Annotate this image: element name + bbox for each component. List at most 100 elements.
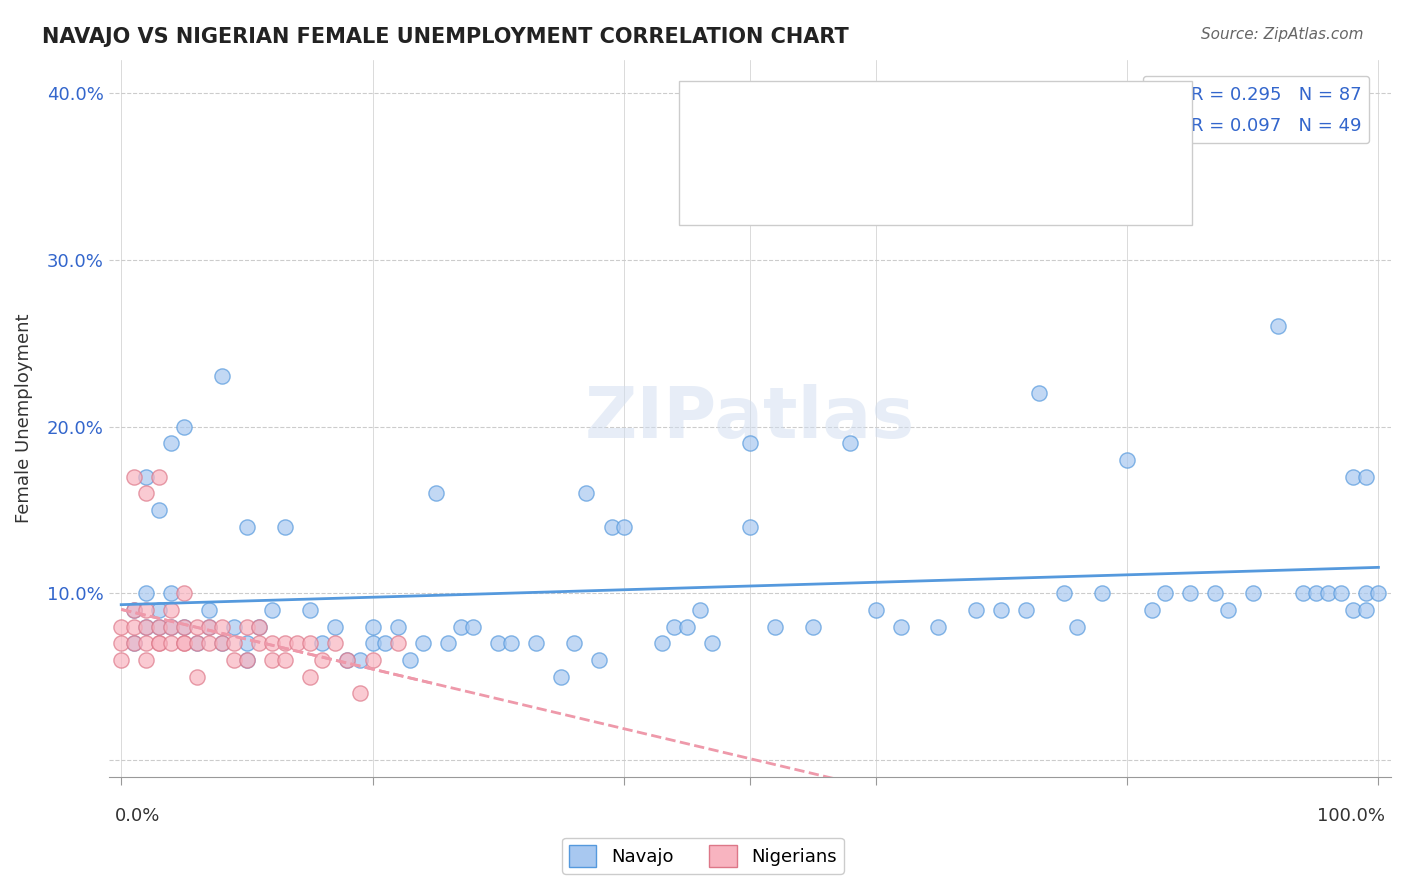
Point [425,486,447,500]
Point [173,586,195,600]
Point [186,620,208,634]
Point [135,620,157,634]
Point [236,636,259,650]
FancyBboxPatch shape [679,81,1192,225]
Point [122,603,145,617]
Point [336,653,359,667]
Point [224,620,246,634]
Point [298,603,321,617]
Point [450,620,472,634]
Point [110,653,132,667]
Point [148,469,170,483]
Point [173,636,195,650]
Point [1091,586,1114,600]
Point [1343,469,1365,483]
Point [336,653,359,667]
Point [211,636,233,650]
Point [1305,586,1327,600]
Text: ZIPatlas: ZIPatlas [585,384,915,452]
Point [562,636,585,650]
Point [323,620,346,634]
Point [1053,586,1076,600]
Y-axis label: Female Unemployment: Female Unemployment [15,313,32,523]
Point [651,636,673,650]
Point [1015,603,1038,617]
Point [1116,453,1139,467]
Point [311,653,333,667]
Point [148,620,170,634]
Point [236,620,259,634]
Point [361,620,384,634]
Point [173,620,195,634]
Point [211,620,233,634]
Point [135,469,157,483]
Point [664,620,686,634]
Point [613,519,636,533]
Point [1066,620,1088,634]
Point [211,369,233,384]
Point [262,603,284,617]
Point [224,653,246,667]
Point [387,620,409,634]
Point [160,436,183,450]
Point [173,419,195,434]
Point [990,603,1012,617]
Text: 0.0%: 0.0% [115,806,160,825]
Point [135,486,157,500]
Point [236,653,259,667]
Point [486,636,509,650]
Point [198,620,221,634]
Point [173,636,195,650]
Point [160,603,183,617]
Point [273,653,295,667]
Point [249,620,271,634]
Point [676,620,699,634]
Point [1204,586,1226,600]
Point [1317,586,1340,600]
Point [349,653,371,667]
Point [1216,603,1239,617]
Point [186,670,208,684]
Point [148,636,170,650]
Text: 100.0%: 100.0% [1316,806,1385,825]
Point [399,653,422,667]
Point [1140,603,1163,617]
Point [361,653,384,667]
Point [148,636,170,650]
Point [1354,603,1376,617]
Point [1267,319,1289,334]
Point [361,636,384,650]
Point [463,620,485,634]
Point [738,436,761,450]
Point [135,653,157,667]
Point [323,636,346,650]
Point [148,603,170,617]
Legend: Navajo, Nigerians: Navajo, Nigerians [562,838,844,874]
Point [763,620,786,634]
Point [262,636,284,650]
Point [965,603,987,617]
Point [262,653,284,667]
Point [160,620,183,634]
Point [173,620,195,634]
Point [588,653,610,667]
Point [122,469,145,483]
Point [1028,386,1050,401]
Point [160,636,183,650]
Point [110,636,132,650]
Point [122,636,145,650]
Point [135,636,157,650]
Point [249,620,271,634]
Point [311,636,333,650]
Point [273,519,295,533]
Point [689,603,711,617]
Point [801,620,824,634]
Point [700,636,723,650]
Point [198,636,221,650]
Point [865,603,887,617]
Point [499,636,522,650]
Point [236,653,259,667]
Point [211,636,233,650]
Point [1354,469,1376,483]
Point [186,636,208,650]
